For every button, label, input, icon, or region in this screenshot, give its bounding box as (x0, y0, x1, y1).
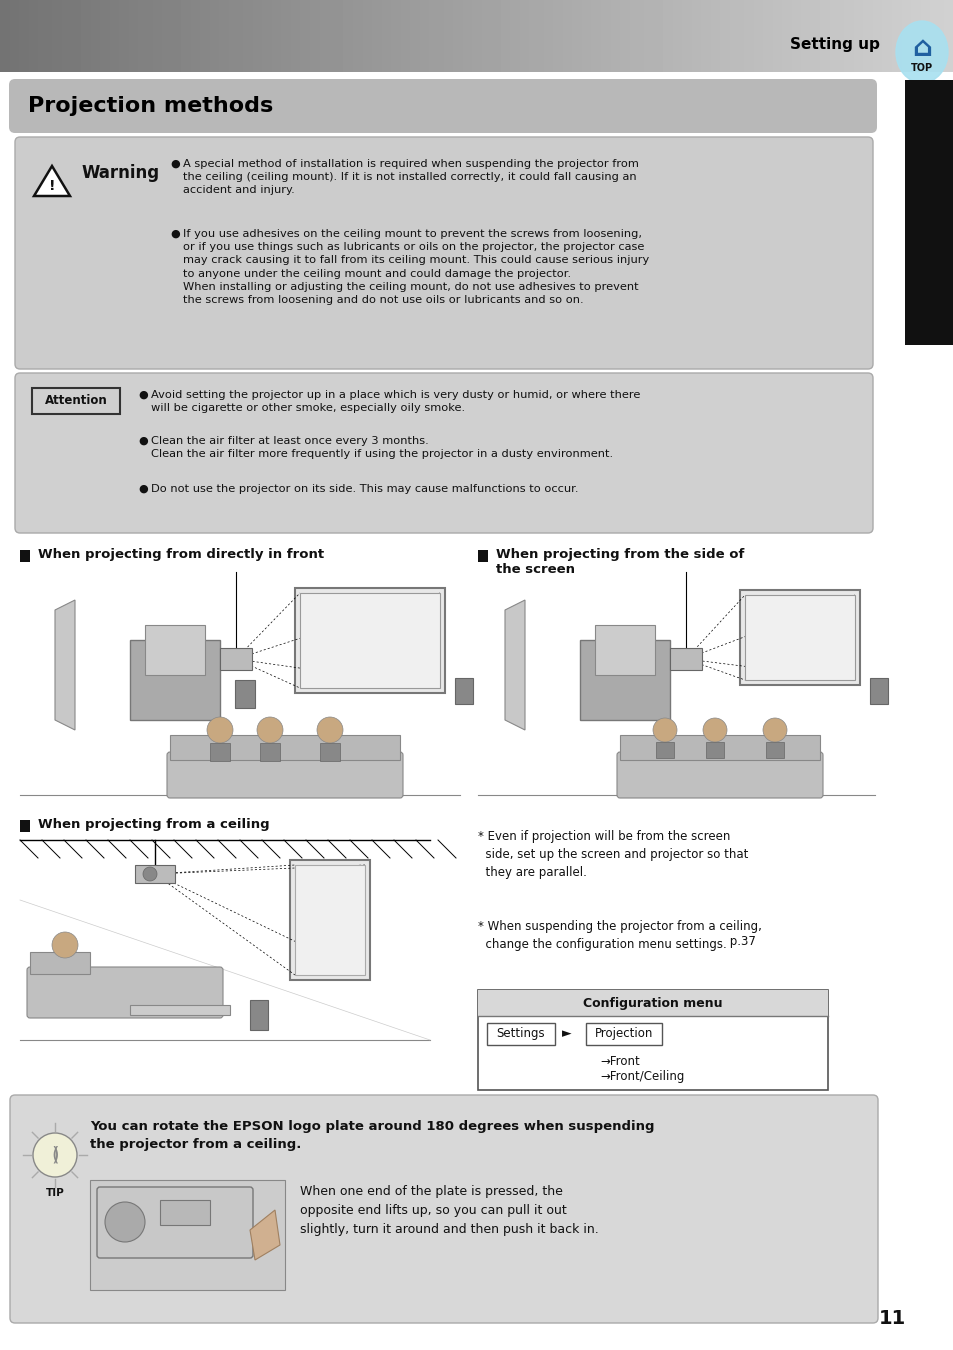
Circle shape (762, 718, 786, 743)
Polygon shape (250, 1210, 280, 1260)
Bar (294, 589, 444, 693)
Text: →Front: →Front (599, 1054, 639, 1068)
Text: TOP: TOP (910, 63, 932, 73)
Text: ●: ● (138, 436, 148, 446)
Text: ●: ● (138, 390, 148, 400)
Polygon shape (55, 599, 75, 730)
Text: You can rotate the EPSON logo plate around 180 degrees when suspending
the proje: You can rotate the EPSON logo plate arou… (90, 1120, 654, 1152)
Text: * Even if projection will be from the screen
  side, set up the screen and proje: * Even if projection will be from the sc… (477, 830, 747, 879)
Bar (299, 593, 439, 688)
Circle shape (52, 931, 78, 958)
Text: ►: ► (561, 1027, 571, 1041)
Bar (477, 549, 488, 562)
FancyBboxPatch shape (9, 80, 876, 134)
Bar (145, 625, 205, 675)
Bar (904, 80, 953, 346)
FancyBboxPatch shape (15, 136, 872, 369)
Bar (30, 952, 90, 973)
Text: When projecting from the side of
the screen: When projecting from the side of the scr… (496, 548, 743, 576)
Polygon shape (504, 599, 524, 730)
Text: →Front/Ceiling: →Front/Ceiling (599, 1071, 683, 1083)
Bar (319, 743, 339, 761)
Text: Projection methods: Projection methods (28, 96, 273, 116)
FancyBboxPatch shape (167, 752, 402, 798)
Bar (744, 595, 854, 680)
Text: Clean the air filter at least once every 3 months.
Clean the air filter more fre: Clean the air filter at least once every… (151, 436, 613, 459)
Bar (160, 1200, 210, 1224)
Circle shape (143, 867, 157, 882)
Bar (234, 680, 254, 707)
Bar (595, 625, 655, 675)
Text: 11: 11 (878, 1310, 905, 1328)
Text: ●: ● (170, 159, 179, 169)
Text: ⌂: ⌂ (911, 34, 931, 62)
Bar (250, 1000, 268, 1030)
Text: A special method of installation is required when suspending the projector from
: A special method of installation is requ… (183, 159, 639, 196)
Text: If you use adhesives on the ceiling mount to prevent the screws from loosening,
: If you use adhesives on the ceiling moun… (183, 230, 649, 305)
Bar (477, 572, 874, 802)
Circle shape (33, 1133, 77, 1177)
Bar (90, 1180, 285, 1291)
Text: When projecting from a ceiling: When projecting from a ceiling (38, 818, 270, 832)
Circle shape (207, 717, 233, 742)
Text: Avoid setting the projector up in a place which is very dusty or humid, or where: Avoid setting the projector up in a plac… (151, 390, 639, 413)
Text: p.37: p.37 (725, 936, 755, 948)
Bar (20, 819, 30, 832)
Polygon shape (34, 166, 70, 196)
Text: Setting up: Setting up (789, 36, 879, 51)
Text: Warning: Warning (82, 163, 160, 182)
Text: !: ! (49, 180, 55, 193)
Circle shape (652, 718, 677, 743)
Bar (170, 734, 399, 760)
Bar (130, 1004, 230, 1015)
Bar (32, 387, 120, 414)
Bar (869, 678, 887, 703)
Bar (20, 549, 30, 562)
Bar (585, 1023, 661, 1045)
Text: * When suspending the projector from a ceiling,
  change the configuration menu : * When suspending the projector from a c… (477, 919, 761, 950)
Bar (477, 990, 827, 1017)
Text: Installing the Projector: Installing the Projector (923, 439, 936, 612)
Bar (477, 990, 827, 1089)
FancyBboxPatch shape (27, 967, 223, 1018)
Bar (740, 590, 859, 684)
Bar (619, 734, 820, 760)
Ellipse shape (895, 22, 947, 82)
Bar (20, 572, 464, 802)
Bar (455, 678, 473, 703)
Text: Attention: Attention (45, 394, 108, 408)
Text: Do not use the projector on its side. This may cause malfunctions to occur.: Do not use the projector on its side. Th… (151, 485, 578, 494)
Circle shape (256, 717, 283, 742)
Text: When projecting from directly in front: When projecting from directly in front (38, 548, 324, 562)
FancyBboxPatch shape (617, 752, 822, 798)
FancyBboxPatch shape (10, 1095, 877, 1323)
Text: ): ) (51, 1146, 59, 1165)
Bar (705, 743, 723, 757)
Text: When one end of the plate is pressed, the
opposite end lifts up, so you can pull: When one end of the plate is pressed, th… (299, 1185, 598, 1237)
Text: Configuration menu: Configuration menu (582, 996, 722, 1010)
Circle shape (316, 717, 343, 742)
Text: ●: ● (138, 485, 148, 494)
Bar (656, 743, 673, 757)
Circle shape (105, 1202, 145, 1242)
Bar (220, 648, 252, 670)
Text: Settings: Settings (497, 1027, 545, 1041)
Bar (135, 865, 174, 883)
FancyBboxPatch shape (15, 373, 872, 533)
FancyBboxPatch shape (97, 1187, 253, 1258)
Text: Projection: Projection (594, 1027, 653, 1041)
Bar (294, 865, 365, 975)
Bar (290, 860, 370, 980)
Bar (210, 743, 230, 761)
Bar (579, 640, 669, 720)
Bar (765, 743, 783, 757)
Bar (130, 640, 220, 720)
Bar (669, 648, 701, 670)
Circle shape (702, 718, 726, 743)
Bar (486, 1023, 555, 1045)
Bar (260, 743, 280, 761)
Text: (: ( (51, 1146, 59, 1165)
Text: ●: ● (170, 230, 179, 239)
Text: TIP: TIP (46, 1188, 64, 1197)
